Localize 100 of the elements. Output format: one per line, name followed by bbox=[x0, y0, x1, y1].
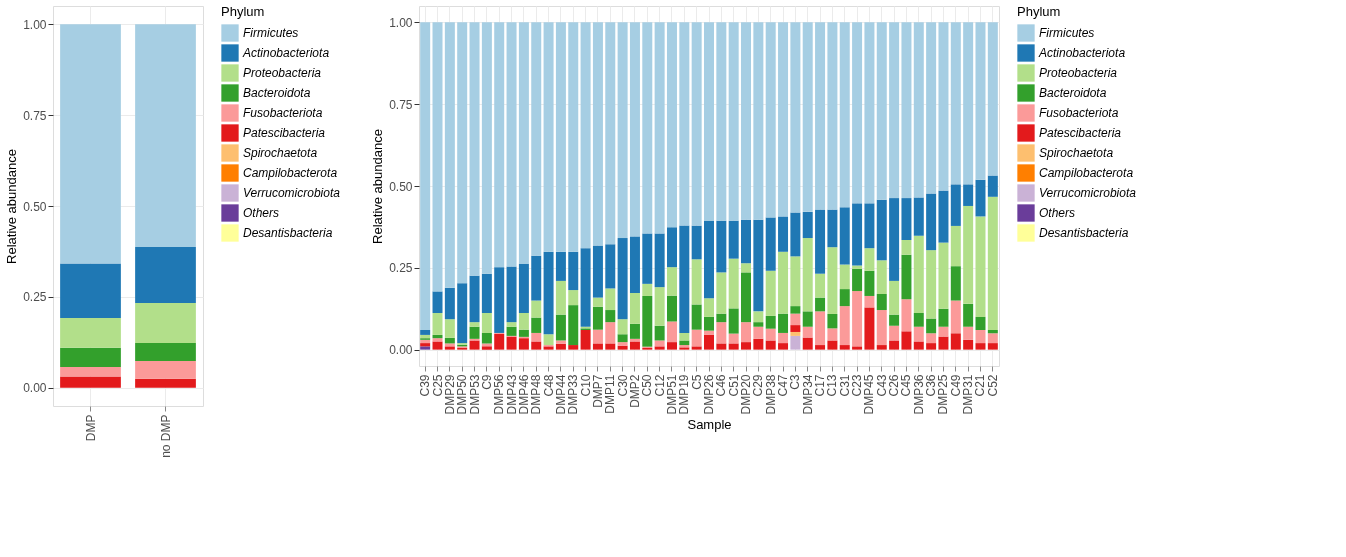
bar bbox=[679, 225, 690, 333]
x-tick-label: C17 bbox=[813, 374, 828, 397]
bar bbox=[481, 273, 492, 313]
bar bbox=[691, 225, 702, 260]
bar bbox=[605, 288, 616, 311]
legend-label: Bacteroidota bbox=[243, 86, 311, 100]
bar bbox=[913, 341, 924, 350]
x-tick-label: DMP7 bbox=[590, 374, 605, 408]
y-tick-label: 0.00 bbox=[389, 343, 413, 358]
legend-label: Proteobacteria bbox=[1039, 66, 1118, 80]
bar bbox=[765, 22, 776, 218]
bar bbox=[555, 343, 566, 350]
bar bbox=[531, 22, 542, 256]
bar bbox=[469, 322, 480, 327]
bar bbox=[765, 340, 776, 350]
bar bbox=[494, 267, 505, 333]
bar bbox=[741, 263, 752, 273]
bar bbox=[654, 325, 665, 341]
legend-label: Campilobacterota bbox=[243, 166, 338, 180]
bar bbox=[975, 316, 986, 330]
bar bbox=[901, 198, 912, 240]
bar bbox=[950, 184, 961, 226]
bar bbox=[815, 297, 826, 312]
bar bbox=[864, 307, 875, 350]
bar bbox=[741, 322, 752, 343]
bar bbox=[654, 340, 665, 347]
bar bbox=[518, 263, 529, 313]
bar bbox=[975, 343, 986, 350]
x-tick-label: C23 bbox=[850, 374, 865, 397]
bar bbox=[666, 321, 677, 343]
bar bbox=[864, 295, 875, 308]
bar bbox=[963, 339, 974, 350]
bar bbox=[913, 312, 924, 327]
bar bbox=[506, 336, 517, 350]
legend-label: Firmicutes bbox=[243, 26, 299, 40]
bar bbox=[765, 328, 776, 341]
bar bbox=[963, 184, 974, 206]
bar bbox=[753, 338, 764, 350]
bar bbox=[518, 338, 529, 350]
bar bbox=[778, 343, 789, 350]
bar bbox=[765, 315, 776, 329]
bar bbox=[716, 22, 727, 221]
bar bbox=[691, 22, 702, 226]
bar bbox=[629, 341, 640, 350]
y-tick-label: 1.00 bbox=[389, 15, 413, 30]
x-tick-label: C49 bbox=[948, 374, 963, 397]
bar bbox=[135, 343, 196, 361]
bar bbox=[852, 346, 863, 350]
bar bbox=[926, 193, 937, 251]
x-tick-label: DMP56 bbox=[492, 374, 507, 415]
bar bbox=[802, 337, 813, 350]
bar bbox=[592, 245, 603, 298]
bar bbox=[926, 22, 937, 194]
bar bbox=[790, 256, 801, 307]
bar bbox=[506, 322, 517, 327]
bar bbox=[815, 345, 826, 350]
bar bbox=[494, 333, 505, 350]
bar bbox=[617, 342, 628, 346]
bar bbox=[728, 343, 739, 350]
bar bbox=[629, 22, 640, 237]
bar bbox=[605, 22, 616, 245]
bar bbox=[506, 266, 517, 323]
x-tick-label: C51 bbox=[726, 374, 741, 397]
bar bbox=[987, 330, 998, 334]
bar bbox=[864, 270, 875, 296]
y-tick-label: 0.25 bbox=[389, 261, 413, 276]
x-tick-label: DMP46 bbox=[516, 374, 531, 415]
y-tick-label: 0.00 bbox=[23, 381, 47, 396]
bar bbox=[926, 250, 937, 319]
x-tick-label: DMP11 bbox=[603, 374, 618, 414]
x-tick-label: C48 bbox=[541, 374, 556, 397]
bar bbox=[444, 319, 455, 338]
bar bbox=[839, 345, 850, 350]
legend-label: Verrucomicrobiota bbox=[1039, 186, 1137, 200]
bar bbox=[691, 259, 702, 305]
x-tick-label: no DMP bbox=[158, 414, 173, 458]
bar bbox=[506, 326, 517, 336]
bar bbox=[987, 175, 998, 197]
bar bbox=[876, 294, 887, 311]
bar bbox=[580, 248, 591, 327]
bar bbox=[716, 272, 727, 314]
bar bbox=[963, 326, 974, 340]
x-tick-label: DMP36 bbox=[911, 374, 926, 415]
bar bbox=[568, 251, 579, 291]
bar bbox=[704, 334, 714, 350]
x-tick-label: DMP25 bbox=[936, 374, 951, 415]
bar bbox=[617, 334, 628, 343]
x-tick-label: C30 bbox=[615, 374, 630, 397]
bar bbox=[432, 22, 443, 292]
bar bbox=[432, 338, 443, 342]
bar bbox=[987, 343, 998, 350]
bar bbox=[617, 238, 628, 320]
bar bbox=[913, 235, 924, 313]
bar bbox=[592, 297, 603, 307]
bar bbox=[815, 22, 826, 210]
bar bbox=[963, 303, 974, 327]
bar bbox=[876, 310, 887, 346]
bar bbox=[802, 311, 813, 327]
bar bbox=[716, 220, 727, 273]
bar bbox=[654, 287, 665, 326]
